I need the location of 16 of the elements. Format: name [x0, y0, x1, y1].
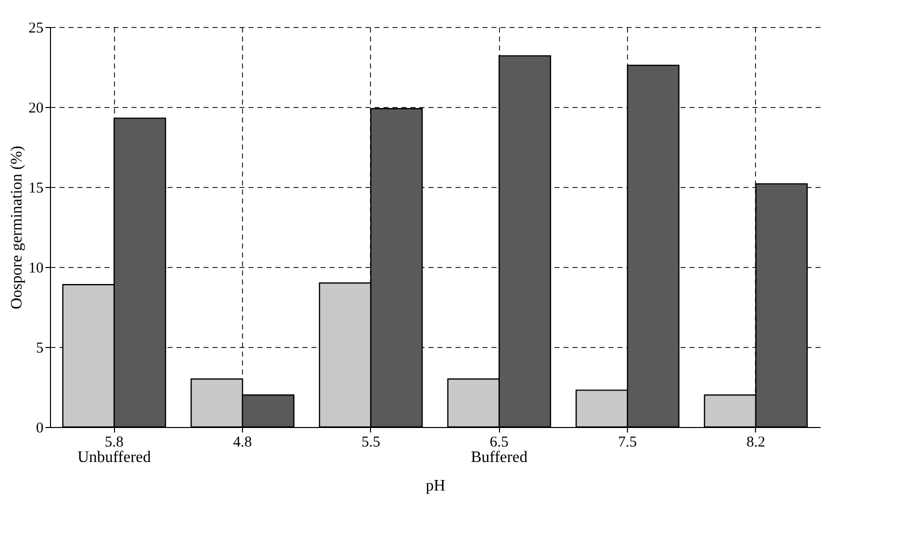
- text: Buffered: [470, 449, 528, 466]
- x-axis-title: pH: [426, 478, 446, 494]
- y-tick-label: 15: [28, 180, 44, 196]
- y-tick-label: 25: [28, 20, 44, 36]
- y-tick-label: 5: [36, 340, 44, 356]
- y-tick-label: 10: [28, 260, 44, 276]
- x-tick-label: 6.5: [490, 434, 509, 450]
- x-tick-label: 4.8: [233, 434, 252, 450]
- x-tick-label: 5.8: [104, 434, 124, 450]
- x-tick-label: 8.2: [746, 434, 766, 450]
- y-axis-title: Oospore germination (%): [8, 146, 26, 310]
- text: Unbuffered: [77, 449, 151, 466]
- x-tick-label: 5.5: [361, 434, 380, 450]
- x-tick-label: 7.5: [618, 434, 637, 450]
- y-tick-label: 0: [36, 420, 44, 436]
- y-tick-label: 20: [28, 100, 44, 116]
